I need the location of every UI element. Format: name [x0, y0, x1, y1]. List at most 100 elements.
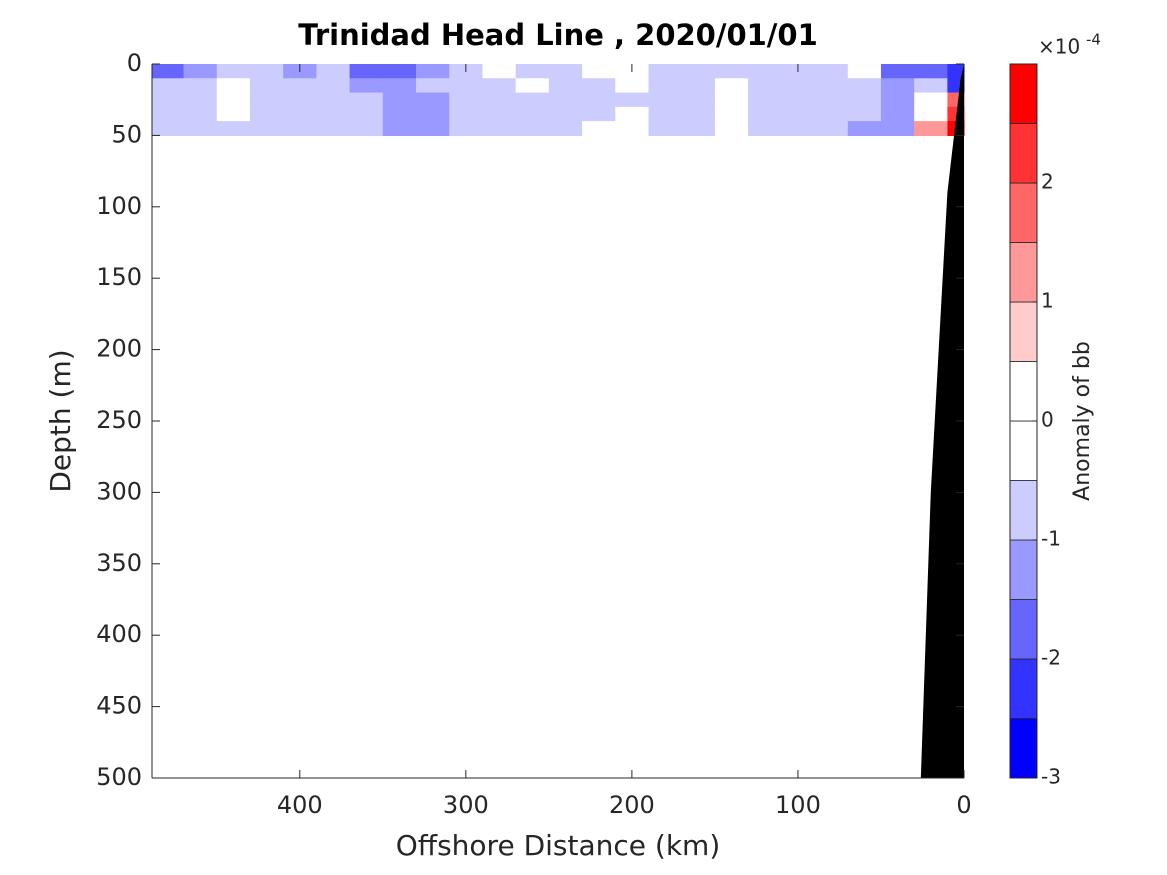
contour-cell [814, 106, 849, 122]
contour-cell [781, 106, 816, 122]
contour-cell [416, 78, 450, 94]
colorbar-multiplier: ×10 [1038, 35, 1080, 59]
contour-cell [482, 121, 517, 136]
y-tick-label: 400 [96, 620, 142, 648]
contour-cell [382, 92, 417, 108]
contour-cell [615, 92, 650, 108]
colorbar-tick-label: 0 [1041, 408, 1054, 432]
contour-cell [152, 92, 185, 108]
colorbar-swatch [1009, 658, 1038, 719]
contour-cell [880, 78, 915, 94]
contour-cell [714, 64, 749, 79]
contour-cell [681, 92, 716, 108]
contour-cell [216, 121, 251, 136]
contour-cell [814, 92, 849, 108]
contour-cell [482, 106, 517, 122]
contour-cell [416, 92, 450, 108]
contour-cell [382, 106, 417, 122]
contour-cell [183, 64, 218, 79]
colorbar-swatch [1009, 718, 1038, 779]
x-tick-label: 200 [609, 791, 655, 819]
contour-cell [152, 78, 185, 94]
contour-cell [880, 106, 915, 122]
contour-cell [515, 121, 550, 136]
contour-cell [548, 78, 583, 94]
contour-cell [582, 78, 616, 94]
bathymetry [920, 64, 964, 778]
contour-cell [249, 106, 284, 122]
contour-cell [416, 64, 450, 79]
contour-cell [152, 64, 185, 79]
contour-cell [947, 64, 965, 79]
contour-cell [748, 78, 782, 94]
colorbar-swatch [1009, 539, 1038, 600]
contour-cell [847, 92, 882, 108]
y-tick-label: 250 [96, 406, 142, 434]
contour-cell [183, 121, 218, 136]
contour-cell [781, 78, 816, 94]
contour-cell [615, 121, 650, 136]
contour-cell [216, 78, 251, 94]
contour-cell [316, 92, 351, 108]
contour-cell [183, 78, 218, 94]
contour-cell [216, 64, 251, 79]
contour-cell [814, 64, 849, 79]
contour-cell [880, 121, 915, 136]
contour-cell [648, 64, 683, 79]
colorbar-swatch [1009, 480, 1038, 541]
contour-cell [548, 92, 583, 108]
contour-cell [449, 78, 484, 94]
y-tick-label: 150 [96, 263, 142, 291]
contour-cell [515, 64, 550, 79]
contour-cell [681, 106, 716, 122]
x-tick-label: 100 [775, 791, 821, 819]
contour-cell [316, 64, 351, 79]
contour-cell [615, 106, 650, 122]
x-axis-label: Offshore Distance (km) [396, 829, 721, 862]
contour-cell [914, 106, 948, 122]
colorbar-exponent: -4 [1086, 31, 1101, 49]
colorbar-swatch [1009, 242, 1038, 303]
contour-cell [714, 121, 749, 136]
contour-cell [582, 121, 616, 136]
contour-cell [515, 106, 550, 122]
contour-cell [714, 78, 749, 94]
y-tick-label: 200 [96, 335, 142, 363]
contour-cell [748, 121, 782, 136]
y-axis-label: Depth (m) [44, 349, 77, 492]
contour-cell [847, 106, 882, 122]
contour-cell [748, 64, 782, 79]
contour-cell [781, 121, 816, 136]
contour-cell [648, 78, 683, 94]
contour-cell [382, 64, 417, 79]
contour-cell [449, 106, 484, 122]
contour-cell [847, 64, 882, 79]
colorbar-swatch [1009, 420, 1038, 481]
contour-cell [548, 64, 583, 79]
y-tick-label: 0 [127, 49, 142, 77]
contour-cell [482, 92, 517, 108]
colorbar-swatch [1009, 361, 1038, 422]
contour-cell [283, 78, 317, 94]
y-tick-label: 100 [96, 192, 142, 220]
contour-cell [814, 78, 849, 94]
contour-cell [847, 78, 882, 94]
contour-cell [152, 121, 185, 136]
contour-cell [482, 64, 517, 79]
contour-cell [349, 121, 384, 136]
contour-cell [249, 78, 284, 94]
contour-cell [548, 121, 583, 136]
contour-cell [681, 78, 716, 94]
chart-title: Trinidad Head Line , 2020/01/01 [298, 18, 818, 52]
y-tick-label: 350 [96, 549, 142, 577]
contour-cell [515, 78, 550, 94]
contour-cell [880, 92, 915, 108]
contour-cell [615, 78, 650, 94]
contour-cell [316, 78, 351, 94]
contour-cell [316, 106, 351, 122]
contour-cell [349, 106, 384, 122]
contour-cell [781, 92, 816, 108]
contour-cell [648, 106, 683, 122]
colorbar-tick-label: -1 [1041, 527, 1061, 551]
contour-cell [914, 121, 948, 136]
